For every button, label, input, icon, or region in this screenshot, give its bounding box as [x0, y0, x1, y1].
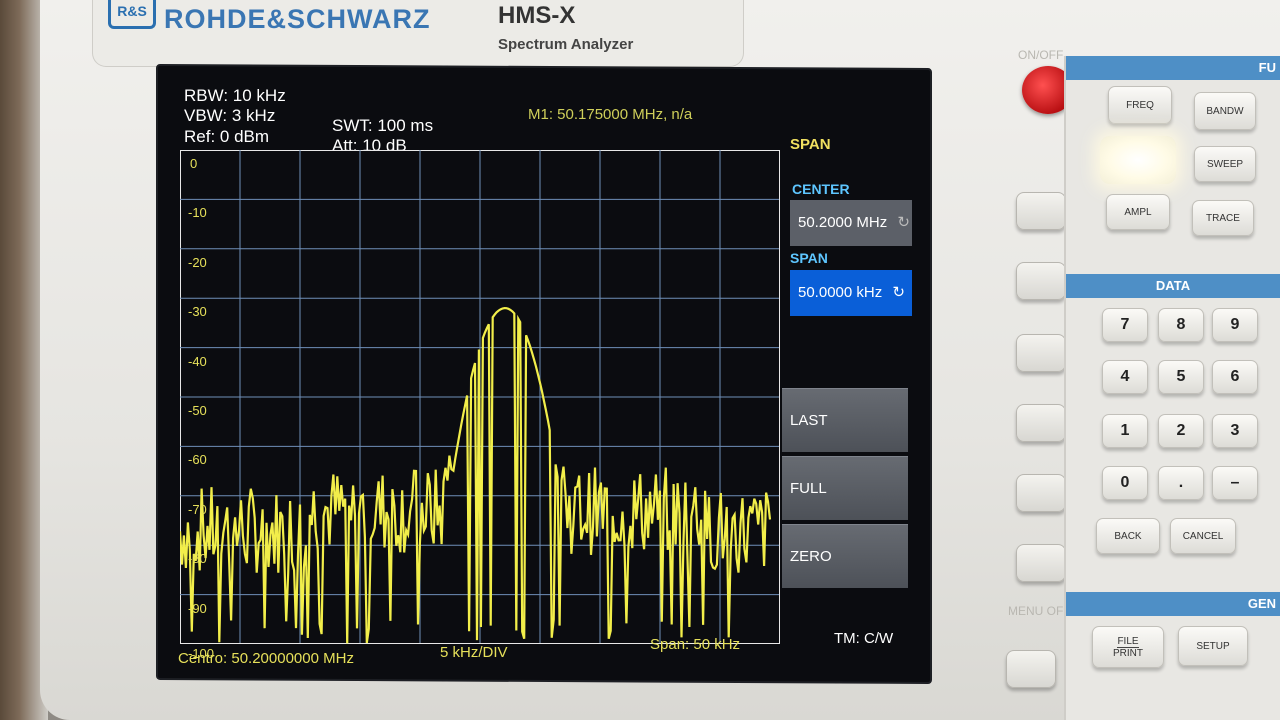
span-label: SPAN [790, 250, 828, 266]
marker-readout: M1: 50.175000 MHz, n/a [528, 106, 693, 123]
zero-softkey[interactable]: ZERO [782, 524, 908, 588]
digit-key[interactable]: 7 [1102, 308, 1148, 342]
power-label: ON/OFF [1018, 48, 1064, 62]
file-print-top: FILE [1117, 635, 1139, 648]
file-print-bottom: PRINT [1113, 647, 1143, 659]
spectrum-graticule [180, 150, 780, 644]
digit-key[interactable]: 0 [1102, 466, 1148, 500]
last-softkey[interactable]: LAST [782, 388, 908, 452]
digit-key[interactable]: 1 [1102, 414, 1148, 448]
full-softkey[interactable]: FULL [782, 456, 908, 520]
vbw-readout: VBW: 3 kHz [184, 106, 276, 125]
freq-key[interactable]: FREQ [1108, 86, 1172, 124]
swt-readout: SWT: 100 ms [332, 116, 434, 135]
digit-key[interactable]: 3 [1212, 414, 1258, 448]
center-freq-readout: Centro: 50.20000000 MHz [178, 650, 354, 667]
grid-lines [180, 150, 780, 644]
digit-key[interactable]: 4 [1102, 360, 1148, 394]
y-axis-label: -60 [188, 452, 207, 468]
brand-plate [92, 0, 744, 67]
brand-name: ROHDE&SCHWARZ [164, 4, 431, 34]
spectrum-trace [180, 306, 772, 644]
digit-key[interactable]: 9 [1212, 308, 1258, 342]
center-value-field[interactable]: 50.2000 MHz ↻ [790, 200, 912, 246]
y-axis-label: -40 [188, 353, 207, 369]
menu-off-button[interactable] [1006, 650, 1056, 688]
side-softkey-1[interactable] [1016, 192, 1066, 230]
side-softkey-2[interactable] [1016, 262, 1066, 300]
lit-key-indicator [1100, 136, 1176, 184]
general-band: GEN [1066, 592, 1280, 616]
y-axis-label: -50 [188, 403, 207, 418]
setup-key[interactable]: SETUP [1178, 626, 1248, 666]
digit-key[interactable]: 8 [1158, 308, 1204, 342]
y-axis-label: -80 [188, 551, 207, 567]
span-readout: Span: 50 kHz [650, 636, 741, 653]
rbw-readout: RBW: 10 kHz [184, 86, 286, 105]
y-axis-label: -100 [188, 646, 215, 661]
y-axis-label: -70 [188, 501, 207, 517]
center-value: 50.2000 MHz [798, 214, 888, 231]
cancel-key[interactable]: CANCEL [1170, 518, 1236, 554]
span-value: 50.0000 kHz [798, 284, 883, 301]
digit-key[interactable]: 5 [1158, 360, 1204, 394]
side-softkey-4[interactable] [1016, 404, 1066, 442]
file-print-key[interactable]: FILE PRINT [1092, 626, 1164, 668]
menu-off-label: MENU OFF [1008, 604, 1071, 618]
back-key[interactable]: BACK [1096, 518, 1160, 554]
sweep-key[interactable]: SWEEP [1194, 146, 1256, 182]
y-axis-label: -10 [188, 205, 207, 221]
digit-key[interactable]: 2 [1158, 414, 1204, 448]
rotary-knob-icon: ↻ [892, 284, 905, 301]
softkey-menu-title: SPAN [790, 136, 831, 153]
model-subtitle: Spectrum Analyzer [498, 36, 634, 53]
y-axis-label: -90 [188, 600, 207, 616]
digit-key[interactable]: – [1212, 466, 1258, 500]
y-axis-label: -30 [188, 304, 207, 320]
rs-logo-icon: R&S [108, 0, 156, 29]
y-axis-label: -20 [188, 254, 207, 270]
digit-key[interactable]: . [1158, 466, 1204, 500]
trace-mode-readout: TM: C/W [834, 630, 894, 647]
bandw-key[interactable]: BANDW [1194, 92, 1256, 130]
function-band: FU [1066, 56, 1280, 80]
side-softkey-5[interactable] [1016, 474, 1066, 512]
ampl-key[interactable]: AMPL [1106, 194, 1170, 230]
side-softkey-3[interactable] [1016, 334, 1066, 372]
div-readout: 5 kHz/DIV [440, 644, 508, 661]
span-value-field[interactable]: 50.0000 kHz ↻ [790, 270, 912, 316]
data-band: DATA [1066, 274, 1280, 298]
y-axis-label: 0 [190, 156, 198, 171]
trace-key[interactable]: TRACE [1192, 200, 1254, 236]
digit-key[interactable]: 6 [1212, 360, 1258, 394]
rotary-knob-icon: ↻ [897, 214, 910, 231]
center-label: CENTER [792, 181, 850, 197]
ref-readout: Ref: 0 dBm [184, 127, 270, 146]
side-softkey-6[interactable] [1016, 544, 1066, 582]
model-name: HMS-X [498, 2, 576, 29]
